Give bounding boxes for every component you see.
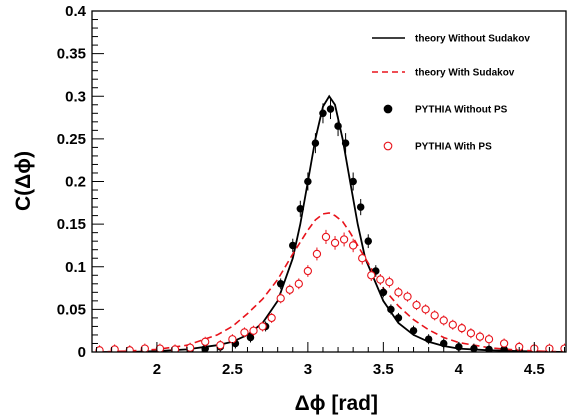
- pythia-with-ps-point: [403, 292, 412, 301]
- pythia-with-ps-point: [367, 271, 376, 280]
- pythia-without-ps-point: [326, 105, 335, 113]
- pythia-without-ps-point: [334, 122, 342, 130]
- pythia-with-ps-point: [385, 277, 394, 287]
- pythia-without-ps-point: [296, 205, 305, 213]
- pythia-without-ps-point: [439, 339, 448, 348]
- pythia-with-ps-point: [303, 266, 313, 276]
- pythia-with-ps-point: [228, 335, 237, 344]
- pythia-without-ps-point: [364, 237, 372, 245]
- x-tick-label: 3: [304, 361, 312, 378]
- pythia-with-ps-point: [430, 311, 439, 320]
- pythia-with-ps-point: [110, 345, 119, 352]
- pythia-with-ps-point: [475, 332, 485, 341]
- legend-marker-swatch: [383, 104, 393, 114]
- pythia-without-ps-point: [394, 314, 403, 322]
- legend-marker-swatch: [383, 141, 393, 151]
- y-tick-label: 0.4: [65, 3, 87, 20]
- legend-label: PYTHIA With PS: [415, 142, 492, 153]
- pythia-with-ps-point: [140, 344, 149, 352]
- x-axis-title: Δϕ [rad]: [295, 392, 378, 415]
- theory-with-sudakov-line: [96, 212, 565, 352]
- pythia-with-ps-point: [412, 300, 421, 310]
- y-axis-title: C(Δϕ): [12, 151, 35, 211]
- pythia-with-ps-point: [276, 294, 285, 303]
- pythia-with-ps-point: [201, 337, 210, 346]
- pythia-with-ps-point: [448, 320, 457, 329]
- pythia-without-ps-point: [387, 305, 395, 314]
- pythia-with-ps-point: [294, 279, 303, 288]
- y-tick-label: 0.1: [65, 259, 86, 276]
- x-tick-label: 2: [153, 361, 161, 378]
- pythia-without-ps-point: [304, 177, 312, 186]
- legend-label: theory With Sudakov: [415, 68, 515, 79]
- pythia-with-ps-point: [170, 345, 180, 352]
- pythia-without-ps-point: [246, 333, 255, 342]
- pythia-without-ps-point: [424, 335, 433, 343]
- pythia-with-ps-point: [349, 241, 358, 250]
- pythia-with-ps-point: [285, 285, 294, 294]
- pythia-with-ps-point: [240, 328, 249, 337]
- pythia-with-ps-point: [421, 305, 430, 314]
- legend-label: theory Without Sudakov: [415, 34, 530, 45]
- pythia-with-ps-point: [321, 232, 331, 242]
- pythia-with-ps-point: [155, 344, 165, 352]
- pythia-without-ps-point: [349, 177, 357, 186]
- pythia-with-ps-point: [484, 335, 494, 344]
- pythia-with-ps-point: [439, 316, 448, 325]
- pythia-with-ps-point: [330, 238, 340, 248]
- y-tick-label: 0.05: [57, 301, 86, 318]
- pythia-with-ps-point: [185, 343, 195, 352]
- pythia-with-ps-point: [312, 249, 322, 259]
- pythia-without-ps-point: [341, 139, 350, 147]
- x-tick-label: 3.5: [373, 361, 394, 378]
- y-tick-label: 0.25: [57, 131, 86, 148]
- pythia-without-ps-point: [319, 109, 327, 118]
- y-tick-label: 0.15: [57, 216, 86, 233]
- y-tick-label: 0.2: [65, 174, 86, 191]
- x-tick-label: 2.5: [222, 361, 243, 378]
- pythia-with-ps-point: [216, 341, 225, 350]
- pythia-with-ps-point: [267, 313, 276, 323]
- pythia-without-ps-point: [379, 288, 388, 297]
- pythia-without-ps-point: [311, 139, 320, 147]
- x-tick-label: 4: [455, 361, 464, 378]
- x-tick-label: 4.5: [524, 361, 545, 378]
- pythia-with-ps-point: [457, 323, 466, 333]
- pythia-without-ps-point: [289, 241, 297, 250]
- pythia-with-ps-point: [394, 288, 403, 297]
- pythia-with-ps-point: [125, 346, 134, 352]
- pythia-without-ps-point: [276, 280, 285, 288]
- y-tick-label: 0: [78, 344, 86, 361]
- y-tick-label: 0.35: [57, 46, 86, 63]
- pythia-without-ps-point: [409, 326, 418, 335]
- pythia-with-ps-point: [499, 339, 509, 348]
- legend-label: PYTHIA Without PS: [415, 105, 508, 116]
- pythia-with-ps-point: [95, 346, 104, 352]
- theory-without-sudakov-line: [96, 94, 565, 352]
- pythia-with-ps-point: [258, 322, 267, 331]
- pythia-with-ps-point: [249, 326, 258, 335]
- y-tick-label: 0.3: [65, 88, 86, 105]
- pythia-without-ps-point: [356, 203, 365, 211]
- pythia-with-ps-point: [376, 275, 385, 284]
- pythia-with-ps-point: [358, 254, 367, 263]
- pythia-with-ps-point: [339, 235, 349, 244]
- pythia-with-ps-point: [466, 329, 476, 338]
